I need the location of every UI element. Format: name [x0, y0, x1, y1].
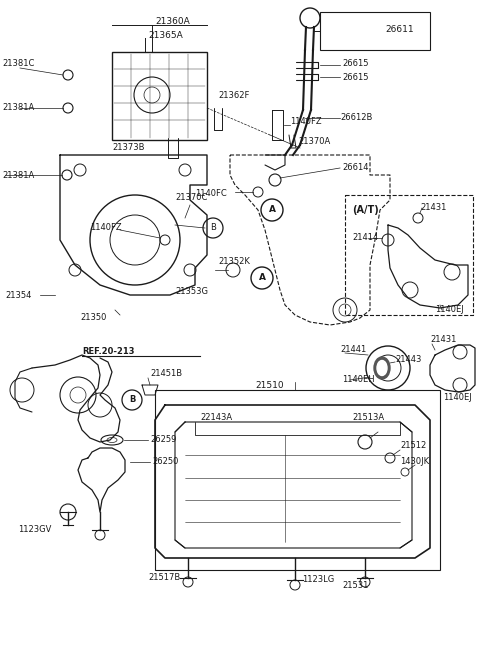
Text: 21381A: 21381A [2, 171, 34, 179]
Text: 21531: 21531 [342, 580, 368, 589]
Text: 21360A: 21360A [155, 18, 190, 27]
Text: 21354: 21354 [5, 291, 31, 299]
Ellipse shape [374, 357, 390, 379]
Ellipse shape [377, 361, 387, 376]
Text: REF.20-213: REF.20-213 [82, 348, 134, 357]
Text: 21352K: 21352K [218, 258, 250, 267]
Text: 21381C: 21381C [2, 59, 35, 68]
Text: (A/T): (A/T) [352, 205, 379, 215]
Text: 21373B: 21373B [112, 143, 144, 153]
Text: A: A [259, 273, 265, 282]
Text: 21431: 21431 [420, 203, 446, 211]
Text: 1140EJ: 1140EJ [443, 394, 472, 402]
Text: 26615: 26615 [342, 72, 369, 82]
Text: 1140EJ: 1140EJ [435, 306, 464, 314]
Text: 21443: 21443 [395, 355, 421, 364]
Text: 1123GV: 1123GV [18, 526, 51, 535]
Text: 21362F: 21362F [218, 91, 250, 100]
Text: 21441: 21441 [340, 346, 366, 355]
Text: 1140FC: 1140FC [195, 188, 227, 198]
Text: 21431: 21431 [430, 336, 456, 344]
Text: 1430JK: 1430JK [400, 458, 429, 466]
Text: 26250: 26250 [152, 458, 179, 466]
Text: B: B [210, 224, 216, 233]
Text: 21513A: 21513A [352, 413, 384, 422]
Text: 26615: 26615 [342, 59, 369, 68]
Text: 21512: 21512 [400, 441, 426, 449]
Bar [155, 390, 440, 570]
Text: 21517B: 21517B [148, 574, 180, 582]
Text: A: A [268, 205, 276, 215]
Text: 21451B: 21451B [150, 370, 182, 379]
Text: 21370A: 21370A [298, 138, 330, 147]
Bar [345, 195, 473, 315]
Text: 21510: 21510 [255, 381, 284, 389]
Text: 21365A: 21365A [148, 31, 183, 40]
Text: 22143A: 22143A [200, 413, 232, 422]
Bar [112, 52, 207, 140]
Text: 26614: 26614 [342, 164, 369, 173]
Text: 21353G: 21353G [175, 288, 208, 297]
Text: 26611: 26611 [385, 25, 414, 35]
Text: 21414: 21414 [352, 233, 378, 243]
Text: 26259: 26259 [150, 436, 176, 445]
Text: 21381A: 21381A [2, 104, 34, 113]
Text: 26612B: 26612B [340, 113, 372, 123]
Bar [320, 12, 430, 50]
Text: 21350: 21350 [80, 314, 107, 323]
Text: 1140FZ: 1140FZ [290, 117, 322, 126]
Text: 1140EH: 1140EH [342, 376, 374, 385]
Text: 1140FZ: 1140FZ [90, 224, 121, 233]
Text: B: B [129, 396, 135, 404]
Text: 21370C: 21370C [175, 194, 207, 203]
Text: 1123LG: 1123LG [302, 576, 334, 584]
